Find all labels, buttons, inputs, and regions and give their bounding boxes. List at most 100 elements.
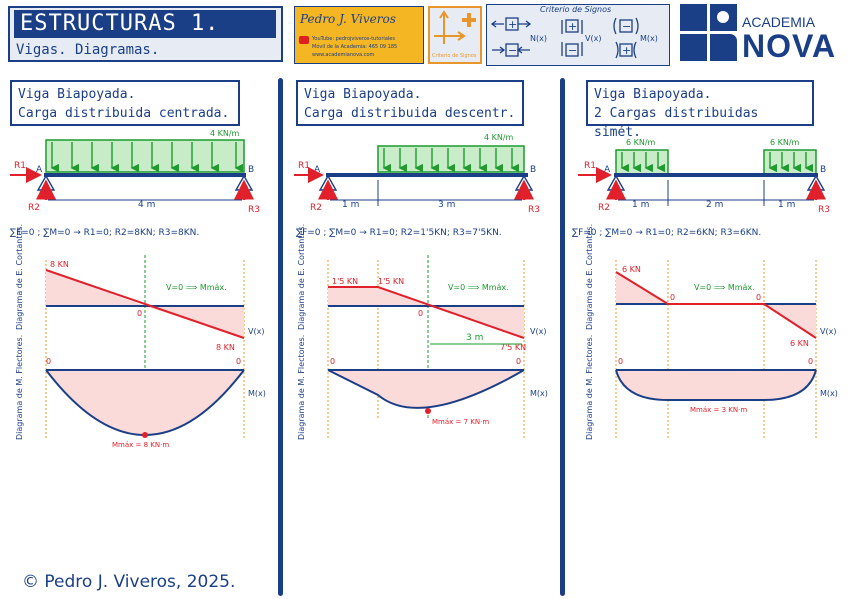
brand-big: NOVA [742,28,837,64]
sign-m: M(x) [248,389,266,398]
reaction-r1-label: R1 [584,161,596,171]
icon-label: Criterio de Signos [432,53,477,59]
shear-value: 6 KN [622,265,641,274]
shear-value: 0 [418,309,423,318]
svg-text:−: − [508,44,517,57]
load-label-right: 6 KN/m [770,138,800,147]
node-a: A [36,165,43,175]
shear-line [328,286,525,339]
reaction-r2-label: R2 [598,203,610,213]
author-youtube: YouTube: pedrojviveros-tutoriales [312,36,395,42]
shear-value: 1'5 KN [378,277,404,286]
shear-axis-label: Diagrama de E. Cortantes. [297,224,306,330]
panel-2-beam: 4 KN/m A B R1 R2 R3 1 m 3 m [294,133,540,215]
author-phone: Móvil de la Academia: 465 09 185 [312,44,398,50]
shear-value: 0 [137,309,142,318]
panel-1-beam: 4 KN/m A B R1 R2 R3 4 m [10,129,260,215]
sign-v: V(x) [248,327,264,336]
axes-icon [434,10,476,44]
author-signature: Pedro J. Viveros [300,12,396,26]
sign-criteria-title: Criterio de Signos [540,5,612,14]
panel-3-moment-diagram: Diagrama de M. Flectores. 0 0 Mmáx = 3 K… [585,335,838,440]
shear-value: 1'5 KN [332,277,358,286]
moment-curve [327,369,525,409]
moment-value: 0 [516,357,521,366]
shear-note: V=0 ⟹ Mmáx. [694,283,755,292]
distributed-load-right [763,149,817,175]
moment-fill [616,370,816,400]
node-b: B [530,165,536,175]
distributed-load-left [615,149,669,175]
load-arrows [50,142,243,173]
shear-note: V=0 ⟹ Mmáx. [166,283,227,292]
moment-value: 0 [330,357,335,366]
reaction-r3-label: R3 [528,205,540,215]
youtube-icon [299,36,309,44]
panel-2-title: Viga Biapoyada. Carga distribuida descen… [296,80,524,126]
moment-fill [328,370,524,408]
reaction-r1-label: R1 [298,161,310,171]
node-b: B [248,165,254,175]
dimension-label: 3 m [438,200,455,210]
criteria-label-n: N(x) [530,34,547,43]
dimension-label: 1 m [778,200,795,210]
panel-1-title: Viga Biapoyada. Carga distribuida centra… [10,80,240,126]
load-arrows [382,148,519,173]
dimension-label: 1 m [632,200,649,210]
reaction-r2-label: R2 [310,203,322,213]
panel-1-equation: ∑F=0 ; ∑M=0 → R1=0; R2=8KN; R3=8KN. [10,228,199,238]
moment-curve [615,369,817,401]
svg-text:−: − [622,20,631,33]
dimension-label: 4 m [138,200,155,210]
reaction-r3-label: R3 [818,205,830,215]
reaction-r1-label: R1 [14,161,26,171]
panel-3-title: Viga Biapoyada. 2 Cargas distribuidas si… [586,80,814,140]
panel-1-title-line1: Viga Biapoyada. [18,87,136,102]
shear-value: 6 KN [790,339,809,348]
max-moment-point [425,408,431,414]
page-subtitle: Vigas. Diagramas. [16,42,160,58]
panel-3-beam: 6 KN/m 6 KN/m A B R1 R2 R3 1 m 2 m 1 m [578,138,830,215]
load-label-left: 6 KN/m [626,138,656,147]
max-moment-point [142,432,148,438]
panel-1-title-line2: Carga distribuida centrada. [18,106,230,121]
shear-axis-label: Diagrama de E. Cortantes. [585,224,594,330]
load-label: 4 KN/m [210,129,240,138]
node-a: A [604,165,611,175]
page-title: ESTRUCTURAS 1. [14,10,276,38]
shear-dimension-label: 3 m [466,333,483,343]
shear-fill-positive [328,287,428,306]
svg-text:+: + [508,18,517,31]
panel-2-title-line1: Viga Biapoyada. [304,87,422,102]
divider [560,78,565,596]
sign-v: V(x) [820,327,836,336]
shear-line [615,271,817,339]
node-b: B [820,165,826,175]
author-website: www.academianova.com [312,52,375,58]
reaction-r2-label: R2 [28,203,40,213]
panel-2-shear-diagram: Diagrama de E. Cortantes. 1'5 KN 1'5 KN … [297,224,546,438]
panel-2-equation: ∑F=0 ; ∑M=0 → R1=0; R2=1'5KN; R3=7'5KN. [296,228,502,238]
shear-value: 7'5 KN [500,343,526,352]
shear-value: 8 KN [216,343,235,352]
moment-value: 0 [236,357,241,366]
panel-3-title-line2: 2 Cargas distribuidas simét. [594,106,759,140]
svg-text:+: + [622,44,631,57]
panel-2-moment-diagram: Diagrama de M. Flectores. 0 0 Mmáx = 7 K… [297,335,548,440]
criteria-label-v: V(x) [585,34,602,43]
sign-m: M(x) [820,389,838,398]
copyright: © Pedro J. Viveros, 2025. [22,572,236,592]
shear-line [45,269,245,339]
shear-axis-label: Diagrama de E. Cortantes. [15,224,24,330]
moment-axis-label: Diagrama de M. Flectores. [585,335,594,440]
moment-axis-label: Diagrama de M. Flectores. [297,335,306,440]
sign-v: V(x) [530,327,546,336]
sign-criteria-icon-box [428,6,482,64]
sign-criteria-symbols: + − + − − + [490,17,639,59]
svg-text:+: + [568,20,577,33]
panel-3-equation: ∑F=0 ; ∑M=0 → R1=0; R2=6KN; R3=6KN. [572,228,761,238]
moment-value: 0 [808,357,813,366]
panel-1-moment-diagram: Diagrama de M. Flectores. 0 0 Mmáx = 8 K… [15,335,266,449]
panel-3-shear-diagram: Diagrama de E. Cortantes. 6 KN 0 0 6 KN … [585,224,836,438]
